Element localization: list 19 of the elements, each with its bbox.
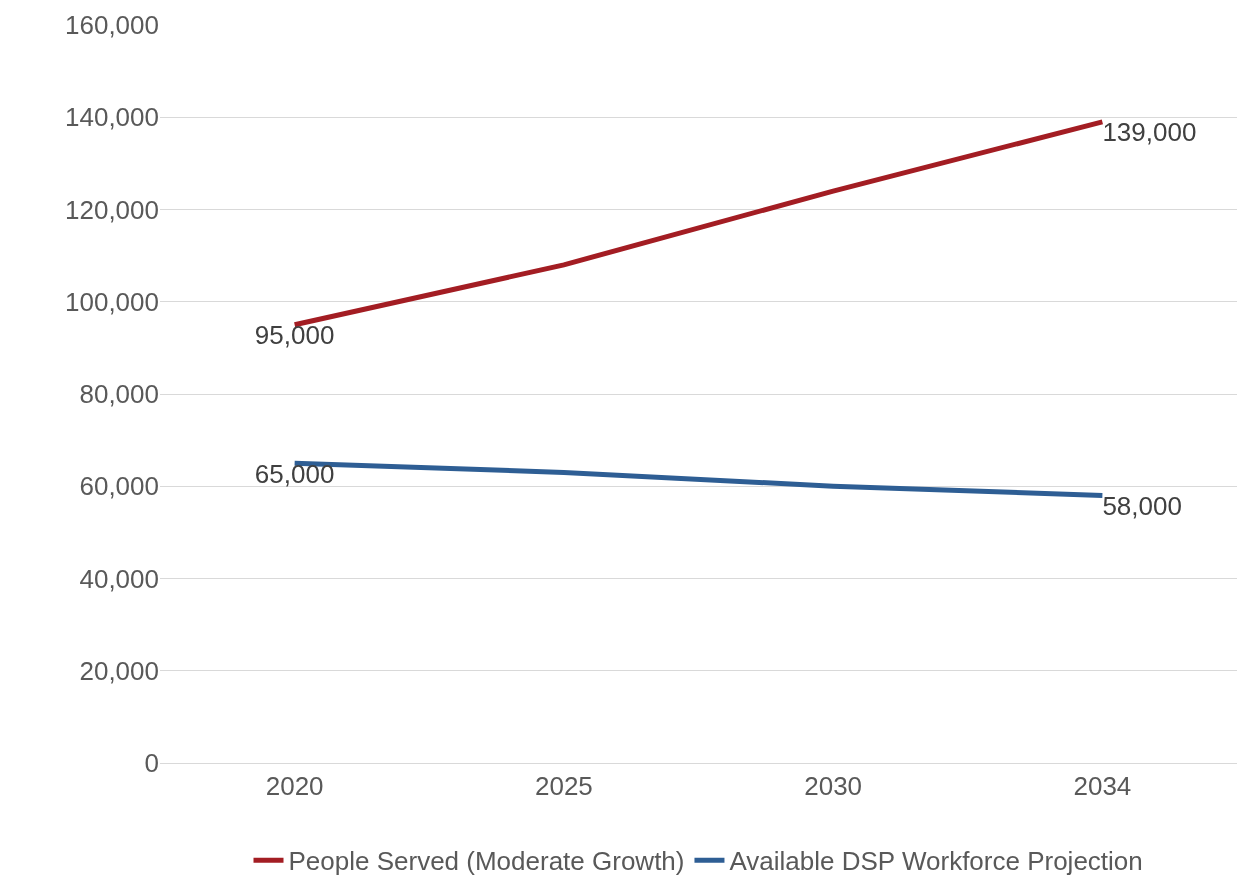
y-tick-label: 160,000 — [65, 10, 159, 41]
x-tick-label: 2025 — [534, 771, 593, 802]
y-tick-label: 0 — [144, 748, 159, 779]
data-label: 139,000 — [1102, 117, 1197, 148]
data-label: 95,000 — [254, 320, 335, 351]
x-tick-label: 2034 — [1073, 771, 1132, 802]
data-label: 65,000 — [254, 458, 335, 489]
x-tick-label: 2030 — [804, 771, 863, 802]
y-tick-label: 80,000 — [79, 379, 159, 410]
y-tick-label: 20,000 — [79, 655, 159, 686]
data-label: 58,000 — [1102, 490, 1182, 521]
legend-label: Available DSP Workforce Projection — [729, 846, 1143, 877]
x-tick-label: 2020 — [265, 771, 324, 802]
legend-label: People Served (Moderate Growth) — [288, 846, 685, 877]
y-tick-label: 40,000 — [79, 563, 159, 594]
y-tick-label: 120,000 — [65, 194, 159, 225]
y-tick-label: 100,000 — [65, 286, 159, 317]
y-tick-label: 140,000 — [65, 102, 159, 133]
y-tick-label: 60,000 — [79, 471, 159, 502]
